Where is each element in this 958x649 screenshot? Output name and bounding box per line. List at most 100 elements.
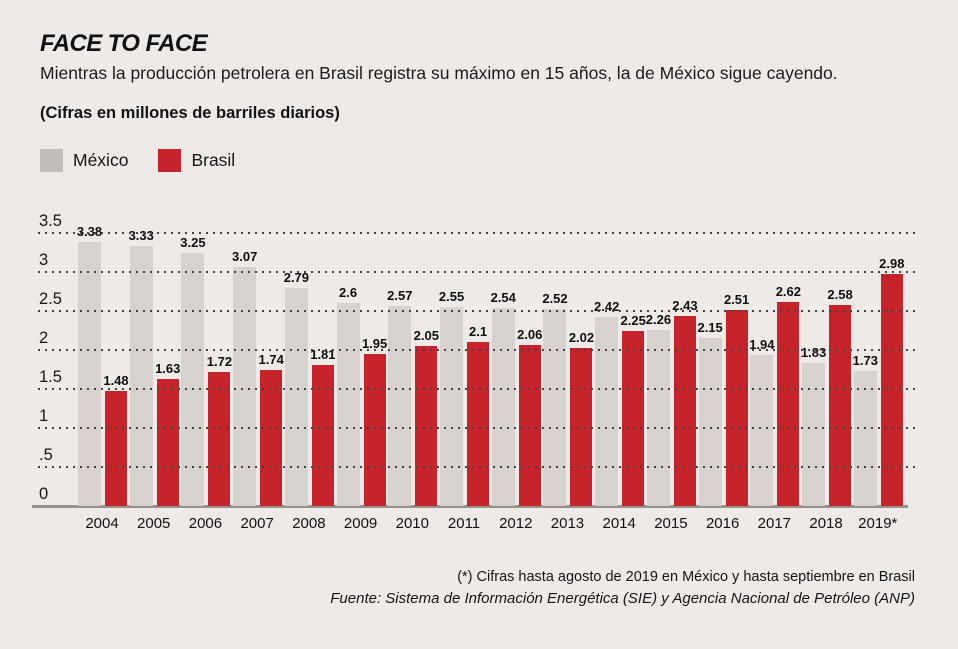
x-axis-tick-label: 2011 [447, 515, 481, 532]
bar-mexico [181, 252, 205, 506]
legend-label-mexico: México [73, 150, 129, 170]
bar-mexico [750, 354, 774, 506]
bar-mexico [853, 371, 877, 506]
value-label: 2.98 [879, 255, 905, 271]
asterisk-note: (*) Cifras hasta agosto de 2019 en Méxic… [457, 569, 915, 585]
x-axis-baseline [32, 505, 908, 508]
value-label: 2.26 [645, 311, 672, 327]
x-axis-tick-label: 2005 [137, 515, 171, 532]
bar-mexico [233, 266, 257, 506]
bar-mexico [646, 329, 670, 506]
value-label: 2.25 [620, 312, 646, 328]
grid-line [38, 349, 920, 351]
value-label: 1.72 [206, 353, 233, 369]
bar-group-2006: 3.25 1.72 [180, 233, 232, 506]
value-label: 1.63 [155, 360, 181, 376]
x-axis-tick-label: 2010 [395, 515, 429, 532]
bar-brasil [105, 390, 127, 506]
grid-line [38, 427, 920, 429]
y-axis-tick-label: 2.5 [39, 290, 62, 308]
value-label: 2.05 [413, 328, 439, 344]
value-label: 2.54 [490, 289, 516, 305]
bar-group-2016: 2.15 2.51 [697, 233, 749, 506]
units-note: (Cifras en millones de barriles diarios) [40, 104, 340, 122]
bar-group-2007: 3.07 1.74 [232, 233, 284, 506]
bar-mexico [491, 307, 515, 506]
bar-brasil [467, 342, 490, 506]
bar-mexico [440, 307, 464, 506]
x-axis-tick-label: 2007 [240, 515, 274, 532]
bar-chart: 3.381.483.331.633.251.723.071.742.791.81… [32, 212, 920, 508]
y-axis-tick-label: .5 [39, 446, 53, 464]
x-axis-tick-label: 2016 [705, 515, 740, 532]
value-label: 1.48 [103, 372, 129, 388]
grid-line [38, 310, 920, 312]
y-axis-tick-label: 2 [39, 329, 49, 347]
x-axis-tick-label: 2004 [85, 515, 119, 532]
bar-mexico [802, 363, 826, 506]
x-axis-labels: 2004 2005 2006 2007 2008 2009 2010 2011 2012 2013… [78, 515, 902, 532]
y-axis-tick-label: 3 [39, 251, 49, 269]
chart-subtitle: Mientras la producción petrolera en Bras… [40, 63, 838, 83]
value-label: 2.6 [339, 285, 358, 301]
bar-brasil [725, 310, 748, 506]
value-label: 1.95 [361, 335, 388, 351]
legend-swatch-brasil [158, 149, 182, 172]
y-axis-tick-label: 1 [39, 407, 49, 425]
grid-line [38, 232, 920, 234]
bar-mexico [336, 303, 360, 506]
value-label: 2.57 [387, 287, 413, 303]
bar-mexico [388, 305, 412, 506]
y-axis-tick-label: 1.5 [39, 368, 62, 386]
value-label: 2.58 [827, 286, 853, 302]
grid-line [38, 388, 920, 390]
bar-group-2004: 3.381.48 [77, 224, 129, 506]
legend-label-brasil: Brasil [191, 150, 236, 170]
y-axis-tick-label: 3.5 [39, 212, 62, 230]
value-label: 1.94 [749, 336, 775, 352]
bar-brasil [363, 353, 386, 506]
bar-group-2012: 2.54 2.06 [491, 233, 542, 506]
bar-brasil [673, 316, 696, 506]
bar-mexico [595, 317, 619, 506]
x-axis-tick-label: 2008 [292, 515, 326, 532]
bar-brasil [829, 304, 852, 506]
value-label: 1.73 [852, 353, 878, 369]
x-axis-tick-label: 2006 [188, 515, 223, 532]
x-axis-tick-label: 2015 [654, 515, 688, 532]
grid-line [38, 466, 920, 468]
value-label: 3.38 [68, 224, 112, 239]
value-label: 2.55 [438, 289, 465, 305]
bar-mexico [698, 338, 722, 506]
value-label: 3.33 [128, 228, 154, 244]
bar-mexico [284, 288, 308, 506]
bar-brasil [622, 330, 645, 506]
bar-group-2017: 1.94 2.62 [749, 233, 801, 506]
bar-brasil [777, 301, 800, 506]
value-label: 3.25 [180, 234, 206, 250]
bar-mexico [78, 242, 101, 506]
x-axis-tick-label: 2013 [550, 515, 585, 532]
value-label: 2.15 [697, 320, 723, 336]
legend-swatch-mexico [40, 149, 63, 172]
value-label: 2.62 [775, 283, 801, 299]
bar-brasil [208, 371, 231, 506]
bar-brasil [518, 345, 541, 506]
value-label: 2.51 [723, 292, 750, 308]
x-axis-tick-label: 2017 [757, 515, 792, 532]
footnotes: (*) Cifras hasta agosto de 2019 en Méxic… [330, 567, 915, 609]
x-axis-tick-label: 2018 [809, 515, 843, 532]
grid-line [38, 271, 920, 273]
bar-mexico [543, 309, 567, 506]
bar-brasil [311, 364, 334, 506]
bar-group-2008: 2.79 1.81 [284, 233, 336, 506]
value-label: 2.06 [517, 327, 543, 343]
bar-brasil [156, 378, 179, 506]
plot-area: 3.381.483.33 1.63 3.25 1.72 3.07 1.742.791.81… [77, 224, 904, 506]
value-label: 2.43 [672, 298, 698, 314]
value-label: 2.1 [468, 324, 488, 340]
bar-group-2018: 1.83 2.58 [801, 233, 853, 506]
x-axis-tick-label: 2014 [602, 515, 636, 532]
source-note: Fuente: Sistema de Información Energétic… [330, 590, 915, 607]
